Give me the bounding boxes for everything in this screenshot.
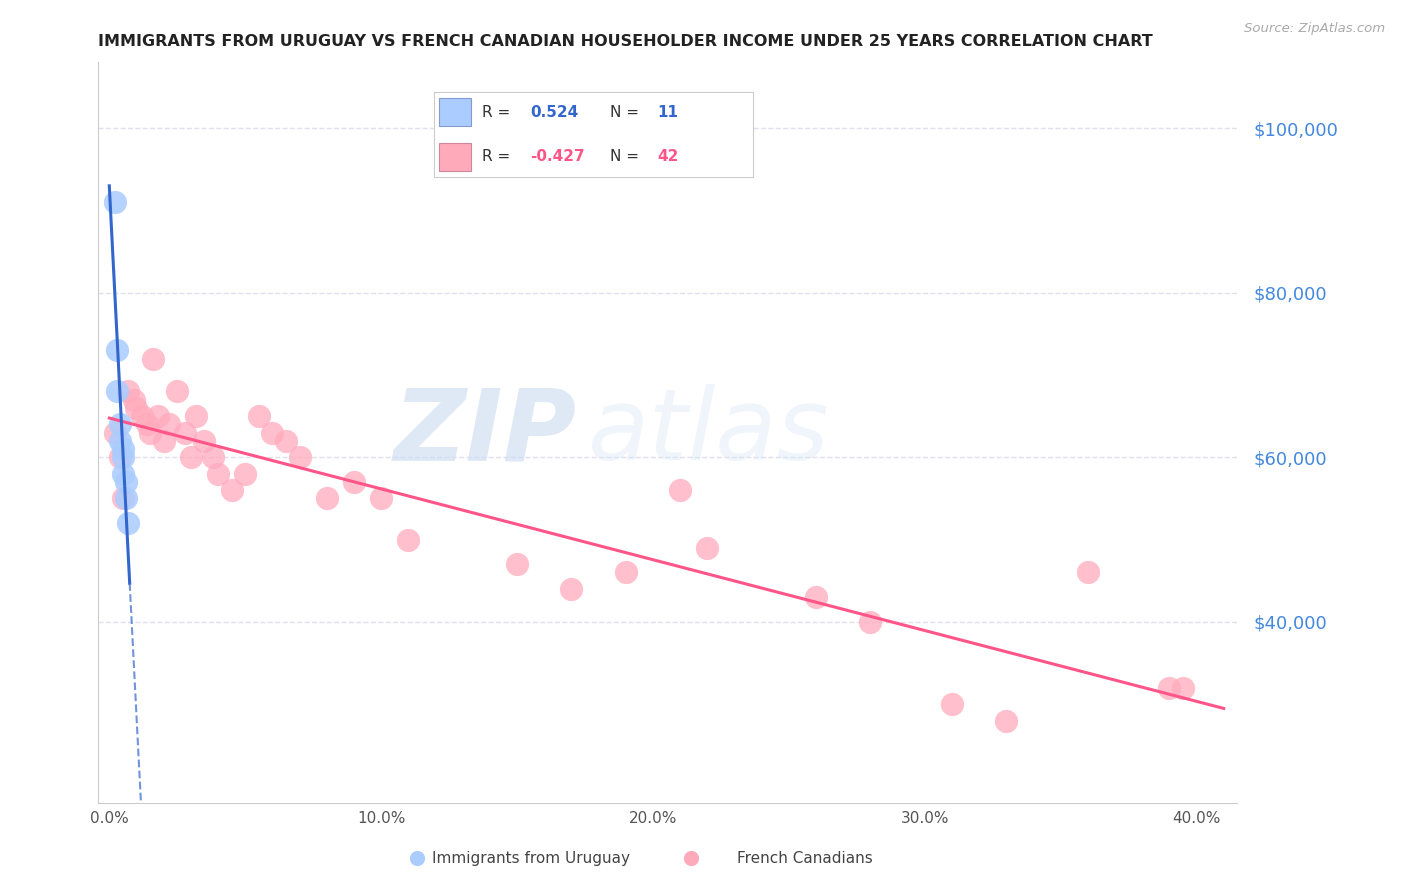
Point xyxy=(696,541,718,555)
Point xyxy=(136,417,159,432)
Point xyxy=(804,590,827,604)
Point xyxy=(859,615,882,629)
Point xyxy=(1077,566,1099,580)
Point xyxy=(370,491,392,506)
Point xyxy=(560,582,582,596)
Point xyxy=(180,450,202,465)
Point xyxy=(233,467,256,481)
Point xyxy=(125,401,148,415)
Point xyxy=(104,425,127,440)
Point xyxy=(117,384,139,399)
Point xyxy=(108,450,131,465)
Point xyxy=(114,475,136,489)
Point xyxy=(114,491,136,506)
Point xyxy=(108,434,131,448)
Point xyxy=(995,714,1018,728)
Point xyxy=(288,450,311,465)
Point xyxy=(221,483,243,498)
Point xyxy=(207,467,229,481)
Point xyxy=(131,409,153,424)
Point xyxy=(1159,681,1181,695)
Point xyxy=(152,434,174,448)
Point xyxy=(343,475,366,489)
Text: Immigrants from Uruguay: Immigrants from Uruguay xyxy=(432,851,630,866)
Point xyxy=(506,558,529,572)
Text: ZIP: ZIP xyxy=(394,384,576,481)
Point xyxy=(111,450,134,465)
Point xyxy=(174,425,197,440)
Point xyxy=(396,533,419,547)
Point xyxy=(107,384,129,399)
Point xyxy=(186,409,208,424)
Point xyxy=(111,467,134,481)
Point xyxy=(201,450,224,465)
Point xyxy=(247,409,270,424)
Point xyxy=(148,409,170,424)
Point xyxy=(315,491,337,506)
Point xyxy=(108,417,131,432)
Point xyxy=(614,566,637,580)
Point xyxy=(669,483,692,498)
Point xyxy=(262,425,284,440)
Point xyxy=(274,434,297,448)
Point xyxy=(157,417,180,432)
Point xyxy=(142,351,165,366)
Point xyxy=(122,392,145,407)
Point xyxy=(1171,681,1194,695)
Text: IMMIGRANTS FROM URUGUAY VS FRENCH CANADIAN HOUSEHOLDER INCOME UNDER 25 YEARS COR: IMMIGRANTS FROM URUGUAY VS FRENCH CANADI… xyxy=(98,34,1153,49)
Point xyxy=(941,697,963,711)
Text: French Canadians: French Canadians xyxy=(737,851,872,866)
Point xyxy=(166,384,188,399)
Text: Source: ZipAtlas.com: Source: ZipAtlas.com xyxy=(1244,22,1385,36)
Point xyxy=(111,491,134,506)
Point xyxy=(117,516,139,530)
Point xyxy=(104,195,127,210)
Point xyxy=(107,343,129,358)
Point xyxy=(193,434,215,448)
Point xyxy=(139,425,162,440)
Point xyxy=(111,442,134,456)
Text: atlas: atlas xyxy=(588,384,830,481)
